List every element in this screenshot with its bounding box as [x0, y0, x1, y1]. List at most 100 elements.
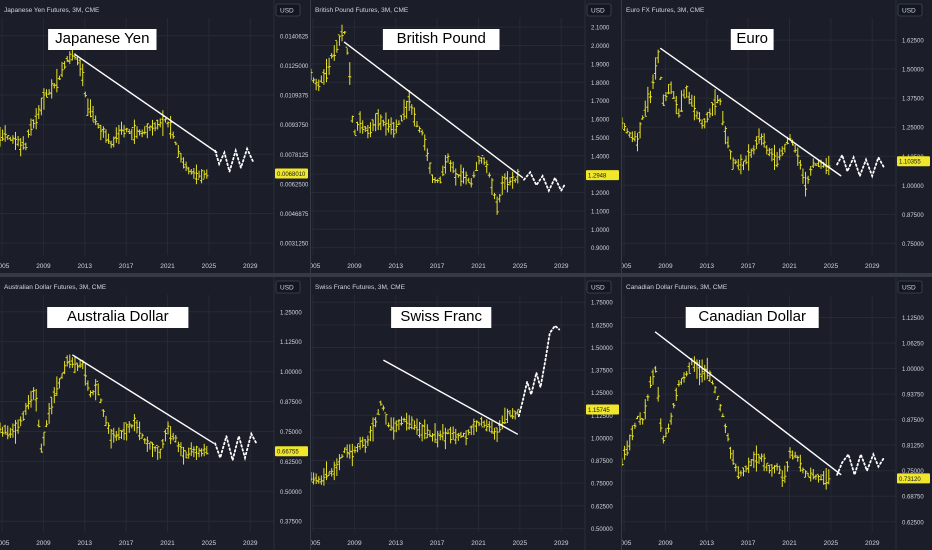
chart-panel[interactable]: 1.625001.500001.375001.250001.125001.000… — [622, 0, 932, 273]
price-bar — [355, 443, 360, 453]
currency-button — [897, 280, 923, 294]
price-bar — [677, 380, 681, 387]
chart-header: Euro FX Futures, 3M, CME — [626, 7, 705, 14]
price-bar — [337, 454, 342, 471]
price-bar — [135, 419, 139, 434]
price-bar — [143, 126, 147, 135]
currency-label: USD — [902, 285, 916, 292]
price-bar — [114, 127, 118, 143]
price-bar — [464, 430, 468, 446]
price-bar — [721, 111, 725, 126]
price-bar — [695, 110, 699, 120]
x-tick-label: 2013 — [700, 540, 715, 547]
y-tick-label: 1.06250 — [902, 342, 924, 348]
price-bar — [106, 422, 111, 434]
y-tick-label: 0.75000 — [902, 242, 924, 248]
price-bar — [405, 100, 409, 119]
price-bar — [99, 124, 103, 141]
chart-panel[interactable]: 2.1000 2.0000 1.9000 1.8000 1.7000 1.6000 1.50… — [311, 0, 621, 273]
x-tick-label: 2025 — [202, 540, 217, 547]
chart-panel[interactable]: 1.75000 1.62500 1.50000 1.37500 1.25000 1.125… — [311, 277, 621, 550]
x-tick-label: 2013 — [78, 540, 93, 547]
price-bar — [340, 24, 344, 42]
y-tick-label: 2.0000 — [591, 44, 610, 50]
price-bar — [158, 118, 162, 128]
y-tick-label: 1.9000 — [591, 62, 610, 68]
currency-button — [586, 280, 612, 294]
price-bar — [793, 145, 797, 153]
price-bar — [161, 438, 165, 449]
price-bar — [500, 175, 504, 195]
price-bar — [184, 161, 188, 172]
price-bar — [70, 49, 74, 61]
chart-panel[interactable]: 1.25000 1.12500 1.00000 0.87500 0.75000 0.625… — [0, 277, 310, 550]
price-bar — [438, 430, 442, 441]
price-bar — [721, 413, 725, 418]
chart-svg: 2.1000 2.0000 1.9000 1.8000 1.7000 1.6000 1.50… — [311, 0, 619, 273]
price-bar — [503, 407, 507, 424]
price-bar — [708, 108, 712, 118]
chart-header: British Pound Futures, 3M, CME — [315, 7, 409, 14]
price-bar — [358, 111, 362, 134]
price-bar — [65, 55, 69, 63]
currency-button — [586, 3, 612, 17]
price-bar — [179, 152, 183, 163]
chart-title-box — [47, 307, 189, 328]
price-bar — [801, 168, 805, 184]
chart-header: Swiss Franc Futures, 3M, CME — [315, 284, 406, 291]
price-bar — [189, 442, 193, 457]
chart-panel[interactable]: 1.12500 1.06250 1.00000 0.93750 0.87500 0.812… — [622, 277, 932, 550]
y-tick-label: 0.62500 — [902, 520, 924, 526]
price-bar — [420, 129, 424, 136]
price-bar — [150, 442, 155, 458]
y-tick-label: 1.50000 — [902, 68, 924, 74]
chart-header: Canadian Dollar Futures, 3M, CME — [626, 284, 728, 291]
price-bar — [176, 441, 180, 453]
price-bar — [374, 112, 378, 132]
x-tick-label: 2005 — [311, 263, 321, 270]
price-bar — [26, 129, 31, 138]
price-bar — [500, 415, 504, 430]
price-bar — [765, 462, 769, 472]
price-bar — [666, 84, 671, 95]
price-bar — [428, 162, 432, 174]
price-bar — [697, 359, 702, 386]
price-bar — [741, 467, 746, 477]
last-price-label: 1.2948 — [588, 174, 607, 180]
price-bar — [104, 415, 108, 427]
price-bar — [511, 408, 515, 420]
price-bar — [86, 380, 90, 391]
y-tick-label: 1.7000 — [591, 99, 610, 105]
y-tick-label: 0.0046875 — [280, 212, 309, 218]
x-tick-label: 2021 — [471, 540, 486, 547]
price-bar — [399, 115, 404, 122]
price-bar — [643, 399, 647, 420]
price-bar — [816, 473, 821, 483]
price-bar — [811, 158, 815, 169]
currency-button — [275, 3, 301, 17]
price-bar — [402, 417, 406, 423]
chart-svg: 1.75000 1.62500 1.50000 1.37500 1.25000 1.125… — [311, 277, 619, 550]
price-bar — [648, 90, 653, 104]
price-bar — [55, 68, 59, 93]
x-tick-label: 2029 — [243, 263, 258, 270]
price-bar — [752, 145, 756, 155]
price-bar — [412, 107, 416, 127]
price-bar — [194, 164, 199, 185]
price-bar — [140, 129, 144, 138]
price-bar — [819, 474, 823, 481]
price-bar — [772, 144, 777, 171]
chart-panel[interactable]: 0.0140625 0.0125000 0.0109375 0.0093750 0.00… — [0, 0, 310, 273]
y-tick-label: 0.0062500 — [280, 182, 309, 188]
price-bar — [780, 146, 784, 156]
price-bar — [448, 426, 453, 444]
price-bar — [770, 148, 774, 162]
price-bar — [205, 169, 209, 179]
price-bar — [63, 60, 67, 70]
y-tick-label: 1.12500 — [902, 316, 924, 322]
price-bar — [317, 79, 321, 92]
currency-label: USD — [902, 8, 916, 15]
price-bar — [472, 171, 476, 179]
price-bar — [464, 171, 468, 185]
price-bar — [485, 419, 489, 432]
